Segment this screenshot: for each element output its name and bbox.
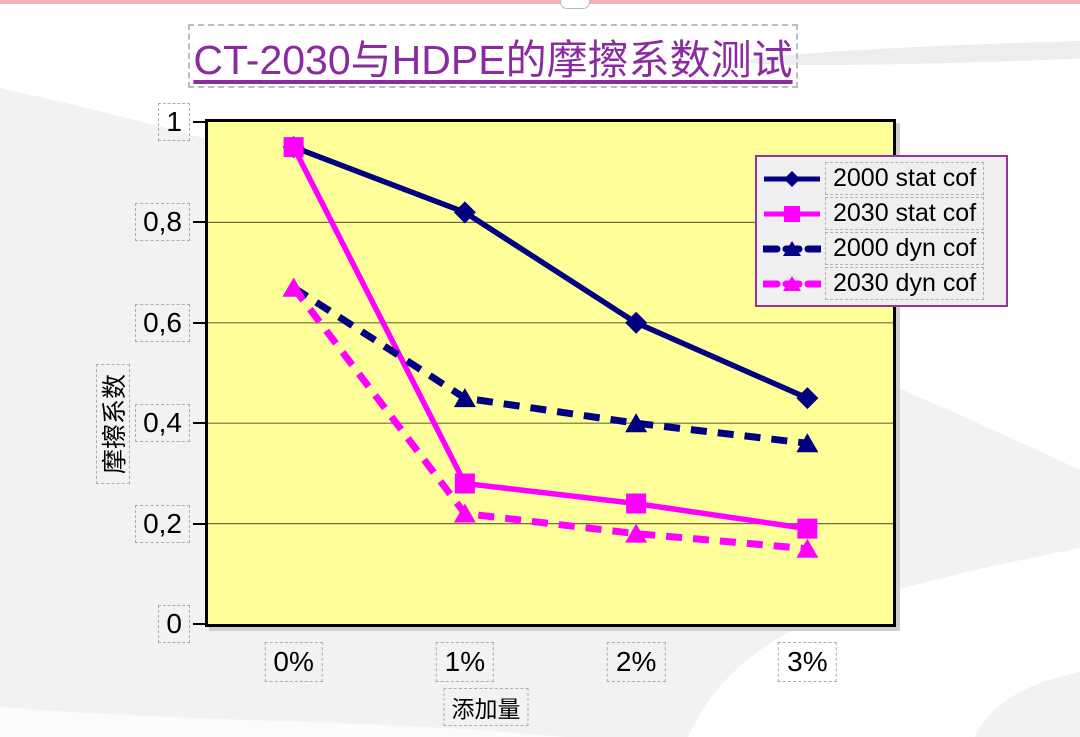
x-tick-label[interactable]: 0% <box>264 642 323 682</box>
y-axis-title: 摩擦系数 <box>101 373 130 475</box>
y-tick-mark <box>193 422 205 425</box>
y-tick-label[interactable]: 0,8 <box>135 203 190 242</box>
y-tick-mark <box>193 121 205 123</box>
data-point-2030-dyn-cof-1%[interactable] <box>453 503 476 523</box>
x-axis-title-box[interactable]: 添加量 <box>443 688 529 726</box>
data-point-2030-dyn-cof-2%[interactable] <box>625 523 648 543</box>
y-tick-label[interactable]: 0 <box>158 605 190 643</box>
x-tick-label[interactable]: 2% <box>606 642 666 682</box>
legend-label[interactable]: 2030 dyn cof <box>825 267 985 300</box>
background-wisp <box>745 38 1080 66</box>
data-point-2030-stat-cof-1%[interactable] <box>454 473 475 494</box>
slide-title-placeholder[interactable]: CT-2030与HDPE的摩擦系数测试 <box>188 24 798 88</box>
data-point-2000-stat-cof-3%[interactable] <box>796 387 819 410</box>
legend-item-2030-dyn-cof[interactable]: 2030 dyn cof <box>763 267 1000 301</box>
background-swoosh-white-wedge <box>0 707 565 737</box>
y-tick-label[interactable]: 0,2 <box>135 504 190 543</box>
y-axis-title-box[interactable]: 摩擦系数 <box>96 364 130 484</box>
y-tick-mark <box>193 522 205 525</box>
x-tick-label[interactable]: 3% <box>778 642 837 682</box>
legend-item-2000-dyn-cof[interactable]: 2000 dyn cof <box>763 232 1000 266</box>
y-tick-label[interactable]: 1 <box>158 103 190 141</box>
legend-label[interactable]: 2000 dyn cof <box>825 232 985 265</box>
series-line-2030-stat-cof[interactable] <box>291 145 808 532</box>
legend-label[interactable]: 2030 stat cof <box>825 197 985 230</box>
y-tick-mark <box>193 623 205 625</box>
x-axis-title: 添加量 <box>451 696 521 722</box>
legend-key-sample <box>763 275 821 291</box>
y-tick-mark <box>193 321 205 324</box>
legend-item-2030-stat-cof[interactable]: 2030 stat cof <box>763 197 1000 231</box>
data-point-2030-stat-cof-3%[interactable] <box>797 518 818 539</box>
legend-key-sample <box>764 170 820 187</box>
data-point-2000-stat-cof-2%[interactable] <box>625 311 648 334</box>
window-top-edge <box>0 0 1080 4</box>
background-swoosh-white-pocket <box>688 548 1080 737</box>
legend-label[interactable]: 2000 stat cof <box>825 162 985 195</box>
data-point-2000-dyn-cof-2%[interactable] <box>625 413 648 433</box>
square-marker-icon <box>784 205 800 222</box>
triangle-marker-icon <box>783 275 801 291</box>
data-point-2000-stat-cof-1%[interactable] <box>453 201 476 224</box>
y-tick-mark <box>193 221 205 224</box>
y-tick-label[interactable]: 0,4 <box>135 404 190 443</box>
data-point-2000-dyn-cof-3%[interactable] <box>796 433 819 453</box>
x-tick-label[interactable]: 1% <box>435 642 495 682</box>
series-line-2000-dyn-cof[interactable] <box>291 284 808 447</box>
data-point-2030-dyn-cof-0%[interactable] <box>282 277 305 297</box>
slide-title: CT-2030与HDPE的摩擦系数测试 <box>193 37 793 83</box>
diamond-marker-icon <box>784 170 800 187</box>
y-tick-label[interactable]: 0,6 <box>135 303 190 342</box>
chart-legend[interactable]: 2000 stat cof 2030 stat cof 2000 dyn cof 20… <box>755 155 1008 307</box>
series-line-2030-dyn-cof[interactable] <box>290 285 808 553</box>
series-line-2000-stat-cof[interactable] <box>292 144 809 401</box>
legend-item-2000-stat-cof[interactable]: 2000 stat cof <box>763 162 1000 196</box>
data-point-2030-stat-cof-2%[interactable] <box>626 493 647 514</box>
data-point-2000-dyn-cof-1%[interactable] <box>453 388 476 408</box>
data-point-2030-dyn-cof-3%[interactable] <box>796 538 819 558</box>
legend-key-sample <box>763 240 821 256</box>
collapse-tab-handle[interactable] <box>560 0 590 9</box>
triangle-marker-icon <box>783 240 801 256</box>
legend-key-sample <box>764 205 820 222</box>
data-point-2030-stat-cof-0%[interactable] <box>283 137 304 158</box>
